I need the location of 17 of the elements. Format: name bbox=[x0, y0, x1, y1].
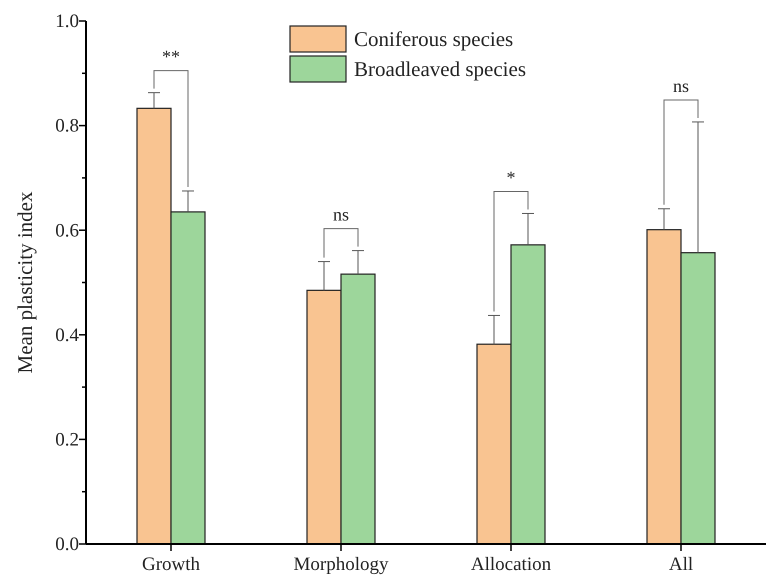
y-tick-label: 1.0 bbox=[55, 11, 79, 32]
x-tick-label: All bbox=[668, 554, 694, 575]
y-axis-title: Mean plasticity index bbox=[13, 191, 37, 374]
y-tick-label: 0.8 bbox=[55, 116, 79, 137]
x-tick-label: Morphology bbox=[294, 554, 389, 575]
annotation: ns bbox=[672, 76, 690, 96]
annotation: ** bbox=[162, 46, 180, 67]
legend-label: Coniferous species bbox=[354, 27, 514, 51]
y-tick-label: 0.4 bbox=[55, 324, 80, 346]
y-tick-label: 0.6 bbox=[55, 220, 79, 242]
annotation: ns bbox=[332, 204, 350, 225]
y-tick-label: 0.2 bbox=[55, 429, 79, 450]
x-tick-label: Growth bbox=[142, 554, 201, 575]
legend-label: Broadleaved species bbox=[354, 57, 526, 81]
y-tick-label: 0.0 bbox=[55, 534, 79, 556]
x-tick-label: Allocation bbox=[470, 554, 552, 575]
annotation: * bbox=[506, 167, 516, 188]
